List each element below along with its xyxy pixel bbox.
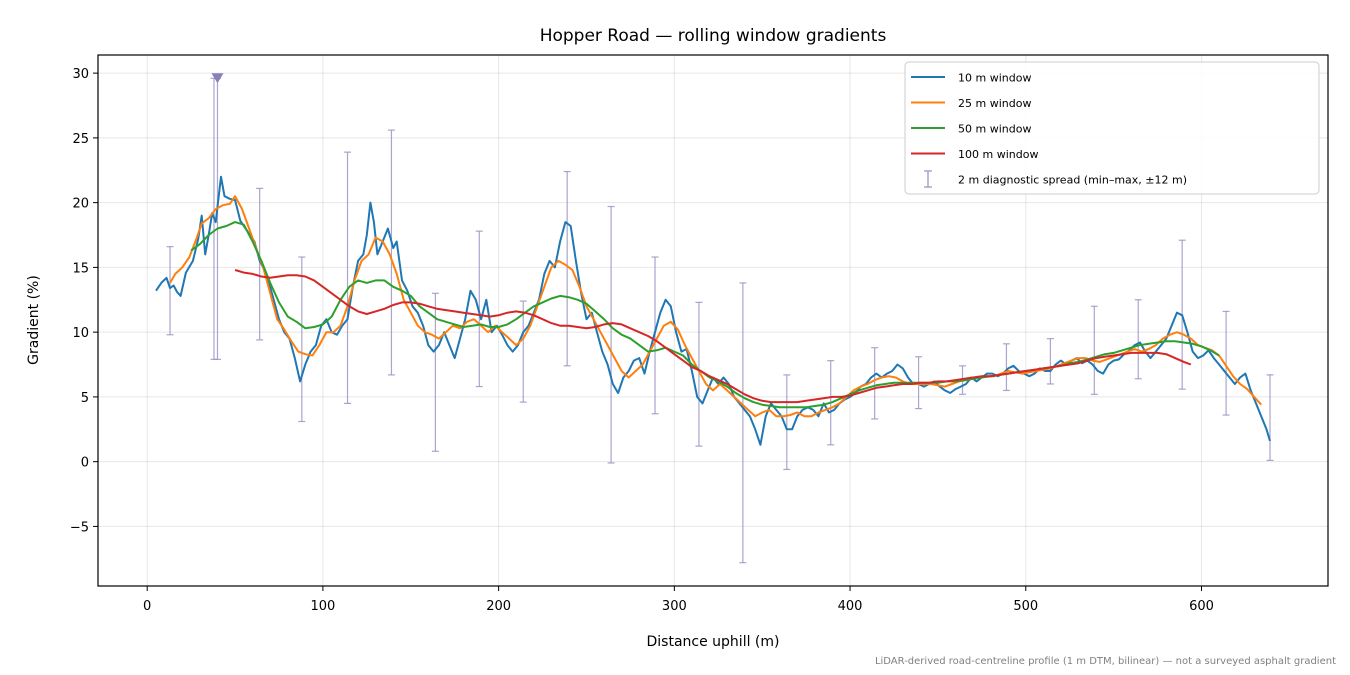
x-tick-label: 300 [662,599,687,614]
error-bar [1222,310,1230,416]
error-bar [344,151,352,404]
series-line [169,195,1262,418]
error-bar [607,205,615,464]
x-tick-label: 0 [143,599,151,614]
y-tick-label: 10 [72,326,89,341]
legend-label: 25 m window [958,97,1031,110]
legend-label: 10 m window [958,72,1031,85]
error-bar [1134,299,1142,380]
error-bar [871,347,879,420]
error-bar [1266,374,1274,461]
legend-label: 2 m diagnostic spread (min–max, ±12 m) [958,174,1187,187]
series-lines [155,175,1271,446]
y-tick-label: 25 [72,132,89,147]
series-line [234,269,1192,404]
chart-title: Hopper Road — rolling window gradients [540,26,887,46]
legend: 10 m window 25 m window 50 m window 100 m w… [904,61,1320,195]
legend-label: 50 m window [958,123,1031,136]
error-bars [166,73,1274,564]
error-bar [695,301,703,447]
clipped-marker [211,73,224,84]
error-bar [783,374,791,471]
footnote: LiDAR-derived road-centreline profile (1… [875,656,1336,667]
legend-label: 100 m window [958,148,1038,161]
error-bar [166,246,174,336]
error-bar [1046,338,1054,385]
legend-items: 10 m window 25 m window 50 m window 100 m w… [911,72,1187,188]
x-tick-label: 100 [311,599,336,614]
y-tick-label: 0 [81,456,89,471]
error-bar [1090,305,1098,395]
error-bar [1002,343,1010,392]
x-tick-label: 400 [838,599,863,614]
y-axis-ticks: −5 0 5 10 15 20 25 30 [70,67,98,535]
error-bar [431,292,439,452]
y-axis-label: Gradient (%) [26,275,42,365]
x-axis-label: Distance uphill (m) [647,634,780,650]
error-bar [739,282,747,564]
y-tick-label: 5 [81,391,89,406]
error-bar [256,187,264,341]
error-bar [387,129,395,376]
error-bar [298,256,306,423]
x-tick-label: 600 [1189,599,1214,614]
legend-box [904,61,1320,195]
y-tick-label: 30 [72,67,89,82]
x-tick-label: 200 [486,599,511,614]
x-axis-ticks: 0 100 200 300 400 500 600 [143,586,1214,614]
y-tick-label: 15 [72,261,89,276]
x-tick-label: 500 [1013,599,1038,614]
error-bar [519,300,527,403]
y-tick-label: 20 [72,197,89,212]
error-bar [563,170,571,367]
grid [98,55,1328,586]
legend-swatch-errorbar [924,170,932,188]
y-tick-label: −5 [70,520,89,535]
plot-frame [97,54,1329,587]
